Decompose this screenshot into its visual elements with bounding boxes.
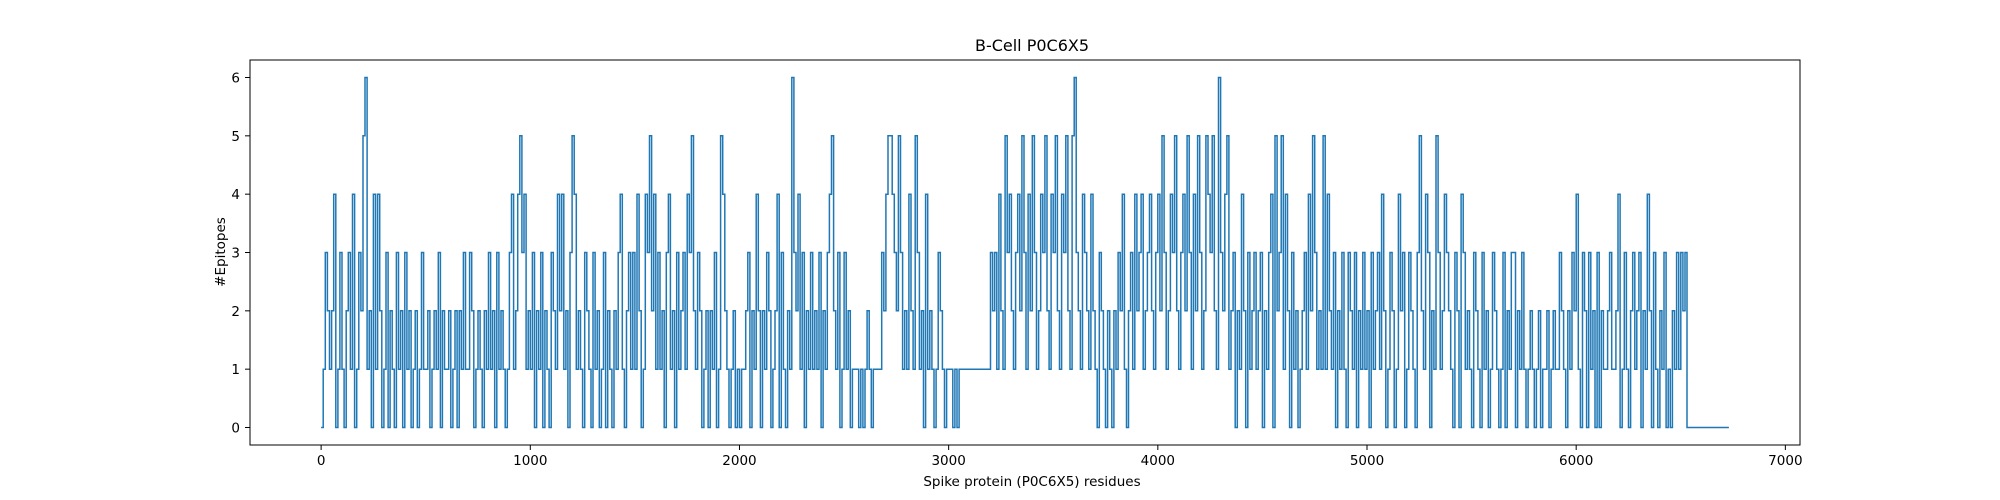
y-tick-label: 6 xyxy=(231,71,240,87)
y-tick-label: 0 xyxy=(231,421,240,437)
x-tick-label: 4000 xyxy=(1141,453,1175,469)
epitope-count-series-line xyxy=(321,76,1729,429)
y-axis: 0 1 2 3 4 5 6 xyxy=(231,71,250,437)
y-axis-label: #Epitopes xyxy=(213,217,229,287)
x-tick-label: 3000 xyxy=(931,453,965,469)
x-tick-label: 6000 xyxy=(1559,453,1593,469)
x-tick-label: 0 xyxy=(317,453,326,469)
x-tick-label: 1000 xyxy=(513,453,547,469)
x-axis-label: Spike protein (P0C6X5) residues xyxy=(923,474,1140,490)
x-axis: 0 1000 2000 3000 4000 5000 6000 7000 xyxy=(317,445,1803,469)
y-tick-label: 4 xyxy=(231,187,240,203)
chart-title: B-Cell P0C6X5 xyxy=(975,36,1089,55)
y-tick-label: 5 xyxy=(231,129,240,145)
y-tick-label: 3 xyxy=(231,246,240,262)
x-tick-label: 2000 xyxy=(722,453,756,469)
x-tick-label: 7000 xyxy=(1768,453,1802,469)
x-tick-label: 5000 xyxy=(1350,453,1384,469)
y-tick-label: 1 xyxy=(231,362,240,378)
y-tick-label: 2 xyxy=(231,304,240,320)
